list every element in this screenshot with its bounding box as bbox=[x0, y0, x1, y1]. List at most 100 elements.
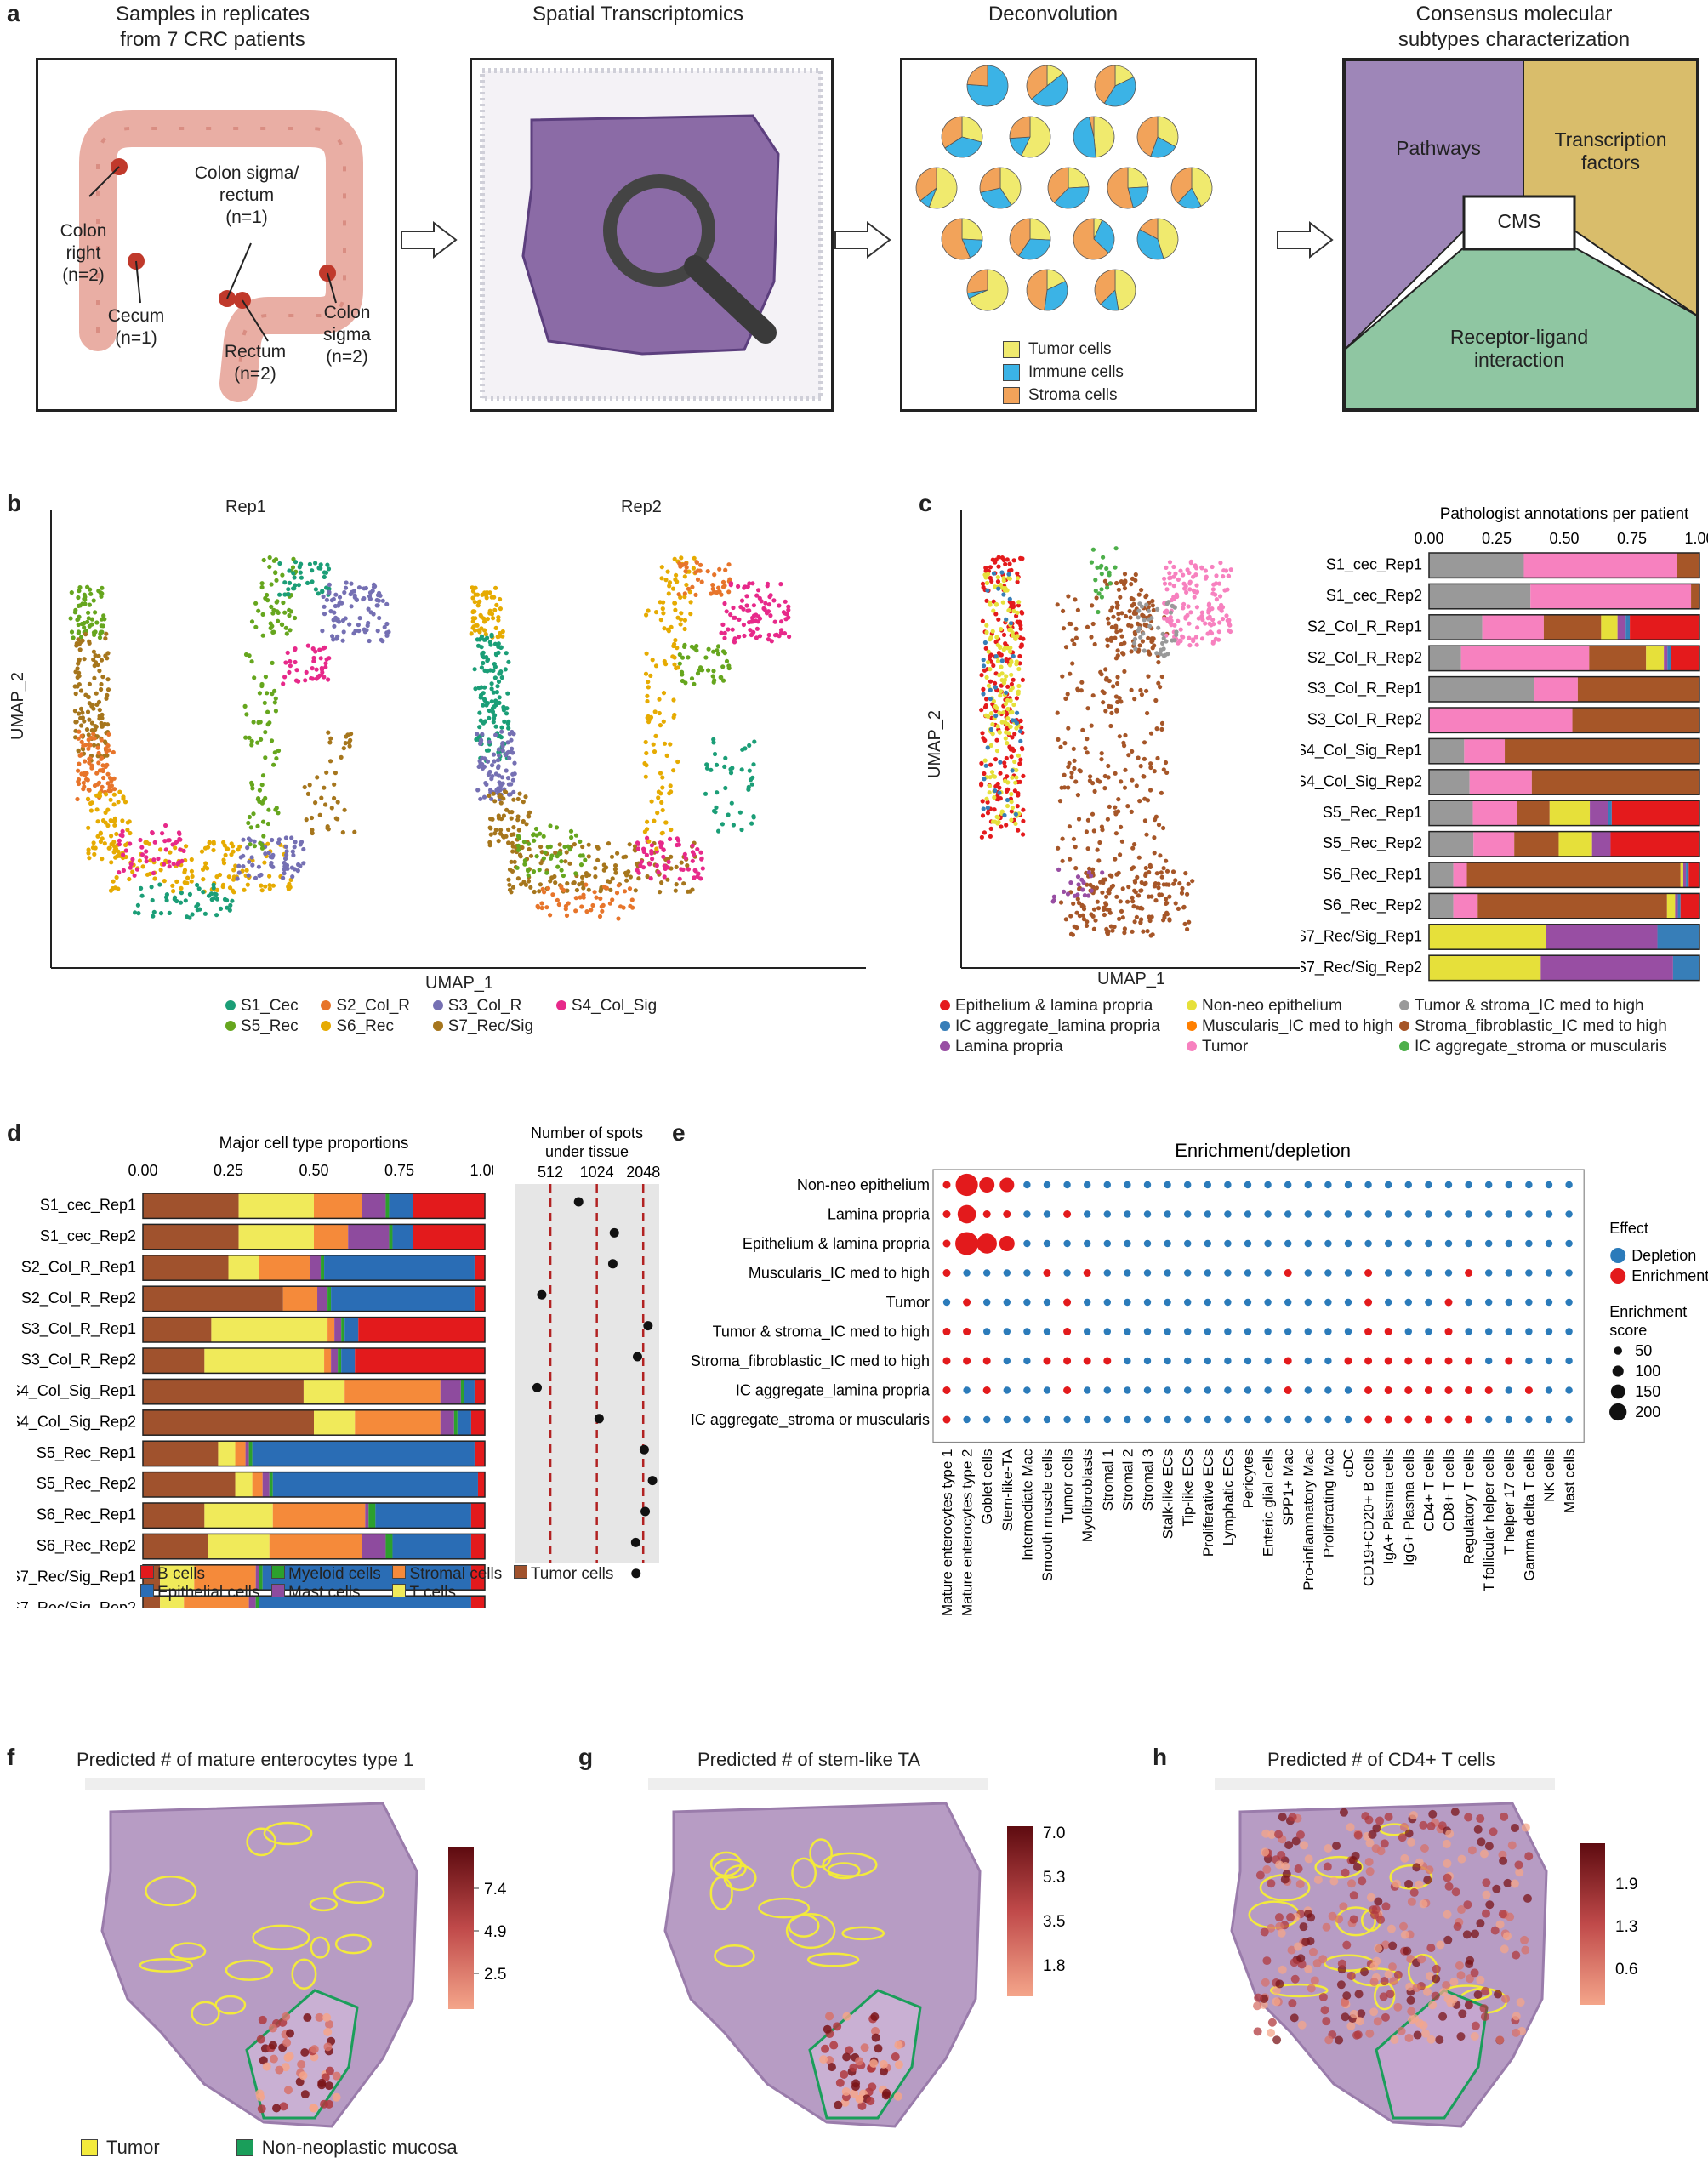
umap-point bbox=[1002, 764, 1008, 769]
umap-point bbox=[1152, 835, 1157, 840]
umap-point bbox=[766, 602, 772, 607]
dot bbox=[1143, 1328, 1152, 1335]
umap-point bbox=[282, 867, 288, 872]
umap-plot-c bbox=[960, 510, 1300, 969]
umap-point bbox=[317, 812, 322, 817]
umap-point bbox=[343, 585, 349, 590]
dot bbox=[1204, 1415, 1211, 1424]
umap-point bbox=[74, 720, 79, 725]
umap-point bbox=[517, 791, 522, 796]
legend-label: Tumor cells bbox=[530, 1565, 614, 1583]
umap-point bbox=[195, 882, 200, 888]
data-point bbox=[594, 1414, 604, 1424]
dot bbox=[1304, 1328, 1312, 1335]
umap-point bbox=[1051, 898, 1056, 903]
umap-point bbox=[988, 834, 993, 839]
umap-point bbox=[600, 908, 605, 914]
umap-point bbox=[613, 863, 618, 868]
spot bbox=[1443, 1873, 1452, 1882]
bar-segment bbox=[1505, 738, 1699, 764]
umap-point bbox=[610, 897, 615, 902]
umap-point bbox=[196, 886, 202, 891]
umap-point bbox=[1176, 906, 1181, 911]
umap-point bbox=[1002, 812, 1007, 818]
umap-point bbox=[1164, 616, 1170, 622]
umap-point bbox=[491, 752, 497, 757]
umap-point bbox=[502, 719, 507, 724]
tumor-outline bbox=[225, 1959, 274, 1981]
umap-point bbox=[282, 860, 287, 866]
umap-point bbox=[548, 879, 553, 884]
umap-point bbox=[516, 847, 521, 852]
umap-point bbox=[988, 762, 993, 767]
umap-point bbox=[720, 822, 726, 827]
bar-outline bbox=[142, 1595, 486, 1608]
spot bbox=[868, 2082, 877, 2092]
umap-point bbox=[1105, 585, 1110, 590]
pie-slice bbox=[1073, 218, 1109, 260]
umap-point bbox=[991, 608, 996, 613]
legend-label: B cells bbox=[157, 1565, 205, 1583]
umap-point bbox=[247, 653, 252, 658]
umap-point bbox=[356, 585, 362, 590]
spot bbox=[1300, 1841, 1309, 1850]
bar-segment bbox=[160, 1596, 185, 1608]
bar-segment bbox=[1429, 738, 1465, 764]
umap-point bbox=[1139, 604, 1145, 609]
umap-point bbox=[223, 852, 228, 857]
umap-point bbox=[616, 883, 621, 888]
umap-point bbox=[95, 782, 100, 787]
umap-point bbox=[766, 637, 771, 642]
umap-point bbox=[481, 691, 486, 696]
umap-point bbox=[171, 889, 176, 894]
tumor-outline bbox=[785, 1912, 836, 1950]
umap-point bbox=[991, 599, 996, 604]
umap-point bbox=[723, 567, 728, 572]
umap-point bbox=[672, 662, 677, 667]
umap-point bbox=[1004, 726, 1009, 732]
panel-a-title-4: Consensus molecular subtypes characteriz… bbox=[1398, 3, 1631, 51]
bar-segment bbox=[272, 1472, 478, 1497]
umap-point bbox=[1166, 600, 1171, 605]
spot bbox=[1503, 1932, 1512, 1941]
pie-slice bbox=[1127, 167, 1149, 189]
umap-point bbox=[979, 708, 984, 713]
umap-point bbox=[1136, 608, 1142, 613]
dot bbox=[1364, 1210, 1372, 1218]
umap-point bbox=[384, 621, 390, 627]
legend-item: S3_Col_R bbox=[432, 997, 544, 1016]
umap-point bbox=[680, 655, 686, 660]
umap-point bbox=[305, 791, 310, 796]
umap-point bbox=[1122, 572, 1128, 577]
scale-tick: 1.3 bbox=[1615, 1918, 1637, 1936]
umap-point bbox=[700, 866, 705, 871]
umap-point bbox=[1185, 926, 1190, 932]
umap-point bbox=[87, 856, 92, 861]
umap-point bbox=[696, 871, 701, 876]
tissue-slide-image bbox=[480, 68, 823, 401]
bar-segment bbox=[1667, 646, 1671, 671]
dot bbox=[1284, 1239, 1292, 1248]
umap-point bbox=[231, 844, 236, 849]
umap-point bbox=[714, 762, 720, 767]
umap-point bbox=[136, 911, 141, 916]
umap-point bbox=[1136, 755, 1141, 760]
bar-segment bbox=[365, 1503, 369, 1529]
umap-point bbox=[1187, 570, 1192, 576]
umap-point bbox=[89, 763, 94, 768]
umap-point bbox=[1173, 878, 1178, 883]
umap-point bbox=[1007, 576, 1012, 581]
umap-point bbox=[1171, 881, 1176, 886]
spot bbox=[1349, 2009, 1358, 2018]
category-label: S3_Col_R_Rep2 bbox=[1307, 711, 1422, 729]
umap-point bbox=[108, 818, 113, 823]
umap-point bbox=[187, 915, 192, 920]
umap-point bbox=[1019, 643, 1024, 648]
umap-point bbox=[635, 840, 640, 845]
umap-point bbox=[1118, 899, 1123, 904]
umap-point bbox=[482, 685, 487, 690]
umap-point bbox=[1002, 760, 1007, 766]
legend-label: IC aggregate_stroma or muscularis bbox=[1415, 1038, 1667, 1056]
umap-point bbox=[1136, 649, 1141, 654]
umap-point bbox=[774, 632, 779, 637]
